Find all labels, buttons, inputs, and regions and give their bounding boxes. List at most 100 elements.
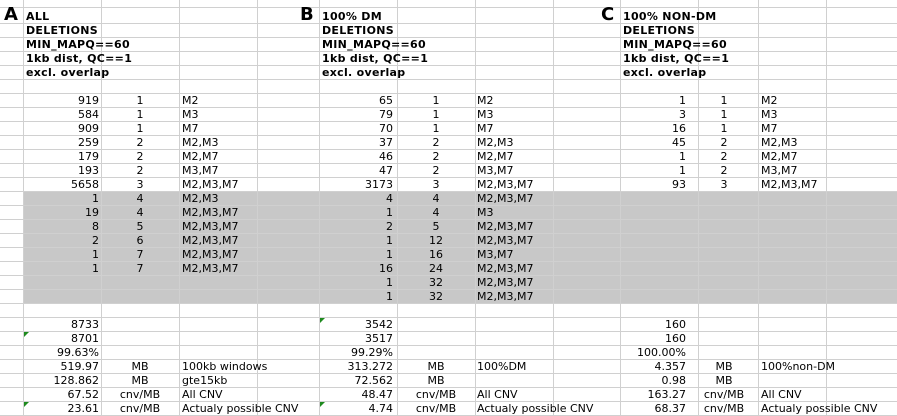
summary-value: 163.27: [647, 388, 687, 401]
cell-count: 7: [136, 262, 144, 275]
cell-value: 65: [379, 94, 393, 107]
cell-label: M2,M3,M7: [182, 206, 239, 219]
cell-value: 93: [672, 178, 686, 191]
row-gridline: [0, 359, 897, 360]
cell-value: 179: [78, 150, 99, 163]
cell-value: 47: [379, 164, 393, 177]
row-gridline: [0, 51, 897, 52]
column-gridline: [826, 0, 827, 416]
cell-label: M2,M3,M7: [182, 262, 239, 275]
cell-count: 24: [429, 262, 443, 275]
column-gridline: [698, 0, 699, 416]
summary-unit: cnv/MB: [119, 402, 161, 415]
cell-label: M3,M7: [477, 248, 514, 261]
cell-label: M7: [477, 122, 494, 135]
cell-count: 32: [429, 276, 443, 289]
summary-label: All CNV: [761, 388, 802, 401]
column-gridline: [758, 0, 759, 416]
row-gridline: [0, 261, 897, 262]
summary-unit: cnv/MB: [703, 388, 745, 401]
summary-value: 8701: [71, 332, 99, 345]
row-gridline: [0, 79, 897, 80]
cell-value: 37: [379, 136, 393, 149]
summary-unit: cnv/MB: [415, 388, 457, 401]
cell-value: 1: [386, 290, 393, 303]
cell-count: 1: [136, 94, 144, 107]
panel-header-line: 100% NON-DM: [623, 10, 717, 23]
summary-value: 313.272: [347, 360, 394, 373]
cell-count: 1: [136, 108, 144, 121]
row-gridline: [0, 205, 897, 206]
summary-label: 100%DM: [477, 360, 527, 373]
summary-value: 8733: [71, 318, 99, 331]
row-gridline: [0, 303, 897, 304]
cell-count: 2: [136, 164, 144, 177]
summary-value: 128.862: [53, 374, 100, 387]
cell-label: M2,M3,M7: [477, 262, 534, 275]
cell-count: 6: [136, 234, 144, 247]
row-gridline: [0, 149, 897, 150]
summary-value: 99.29%: [351, 346, 393, 359]
cell-label: M2: [477, 94, 494, 107]
cell-label: M2,M3,M7: [477, 276, 534, 289]
summary-value: 3517: [365, 332, 393, 345]
cell-count: 4: [136, 192, 144, 205]
summary-value: 99.63%: [57, 346, 99, 359]
cell-label: M3: [761, 108, 778, 121]
cell-value: 919: [78, 94, 99, 107]
cell-label: M2,M3,M7: [182, 178, 239, 191]
panel-header-line: ALL: [26, 10, 50, 23]
cell-count: 2: [136, 150, 144, 163]
summary-value: 48.47: [361, 388, 394, 401]
panel-header-line: 1kb dist, QC==1: [322, 52, 429, 65]
panel-letter: C: [601, 4, 615, 25]
cell-label: M2: [761, 94, 778, 107]
cell-value: 1: [679, 150, 686, 163]
cell-label: M2,M3: [182, 136, 219, 149]
cell-count: 2: [432, 136, 440, 149]
cell-label: M3: [477, 108, 494, 121]
panel-header-line: 1kb dist, QC==1: [623, 52, 730, 65]
cell-count: 1: [136, 122, 144, 135]
cell-label: M2,M3,M7: [477, 290, 534, 303]
row-gridline: [0, 219, 897, 220]
column-gridline: [179, 0, 180, 416]
panel-header-line: 100% DM: [322, 10, 382, 23]
cell-label: M7: [182, 122, 199, 135]
panel-header-line: DELETIONS: [322, 24, 394, 37]
summary-value: 160: [665, 332, 686, 345]
summary-label: Actualy possible CNV: [477, 402, 594, 415]
row-gridline: [0, 177, 897, 178]
cell-count: 3: [136, 178, 144, 191]
summary-label: Actualy possible CNV: [182, 402, 299, 415]
row-gridline: [0, 247, 897, 248]
summary-value: 68.37: [654, 402, 687, 415]
panel-header-line: excl. overlap: [26, 66, 110, 79]
cell-value: 1: [386, 206, 393, 219]
panel-header-line: excl. overlap: [322, 66, 406, 79]
summary-unit: MB: [131, 360, 149, 373]
cell-label: M2,M7: [761, 150, 798, 163]
cell-count: 2: [432, 164, 440, 177]
cell-count: 3: [720, 178, 728, 191]
row-gridline: [0, 121, 897, 122]
cell-label: M3,M7: [182, 164, 219, 177]
panel-letter: A: [4, 4, 18, 25]
cell-flag-icon: [24, 402, 29, 407]
row-gridline: [0, 107, 897, 108]
summary-value: 23.61: [67, 402, 100, 415]
summary-value: 0.98: [661, 374, 687, 387]
summary-unit: cnv/MB: [415, 402, 457, 415]
column-gridline: [101, 0, 102, 416]
row-gridline: [0, 401, 897, 402]
cell-flag-icon: [320, 402, 325, 407]
row-gridline: [0, 317, 897, 318]
cell-label: M2,M3,M7: [182, 248, 239, 261]
cell-label: M3: [477, 206, 494, 219]
cell-label: M2,M3: [182, 192, 219, 205]
cell-label: M2,M3,M7: [182, 234, 239, 247]
cell-count: 2: [136, 136, 144, 149]
panel-header-line: 1kb dist, QC==1: [26, 52, 133, 65]
cell-value: 2: [386, 220, 393, 233]
